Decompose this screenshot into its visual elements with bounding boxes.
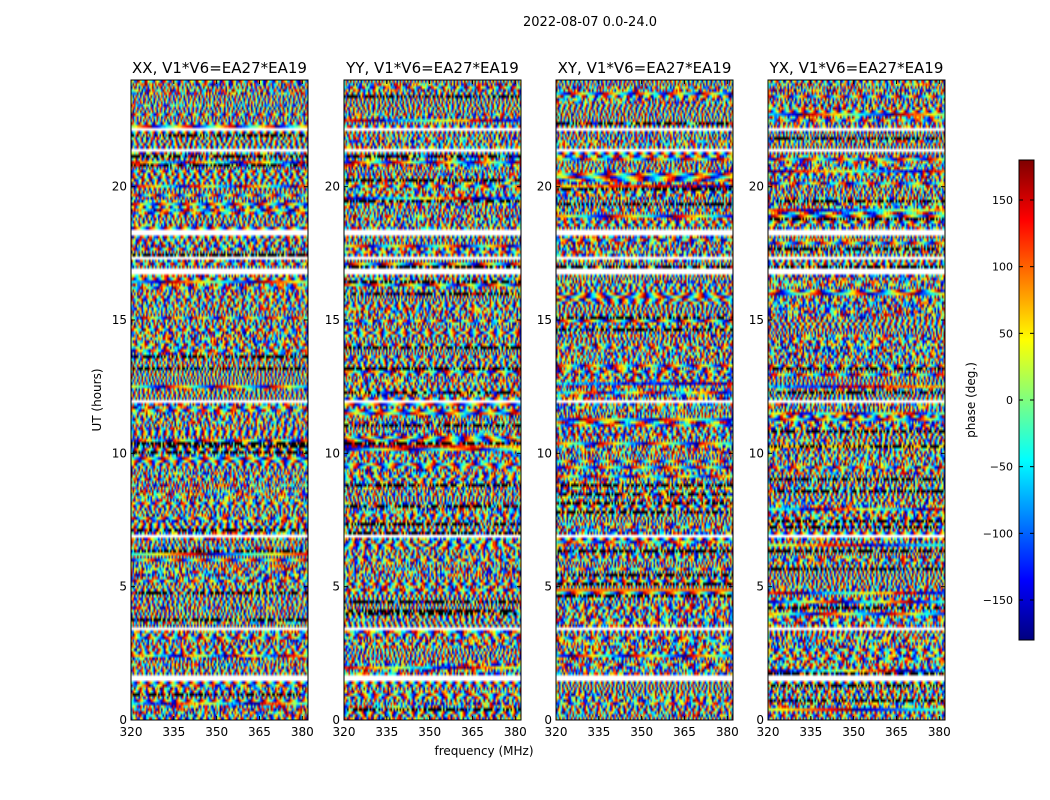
colorbar-tick-label: −100 [983,527,1013,540]
y-tick-label: 0 [544,713,552,727]
phase-heatmap-xx [131,80,308,720]
y-tick-label: 15 [325,313,340,327]
y-tick-label: 20 [325,180,340,194]
panel-title: XX, V1*V6=EA27*EA19 [132,59,307,77]
colorbar-tick-label: −50 [990,461,1013,474]
y-tick-label: 15 [112,313,127,327]
x-tick-label: 350 [842,725,865,739]
x-tick-label: 350 [205,725,228,739]
x-tick-label: 335 [375,725,398,739]
y-tick-label: 10 [112,446,127,460]
y-tick-label: 5 [332,580,340,594]
y-tick-label: 20 [112,180,127,194]
x-tick-label: 365 [248,725,271,739]
colorbar: −150 −100 −50 0 50 100 150 [983,159,1035,641]
panels-group: XX, V1*V6=EA27*EA19 320 335 350 365 380 0 5 10 15… [112,59,951,739]
phase-heatmap-yx [768,80,945,720]
panel-title: YX, V1*V6=EA27*EA19 [769,59,944,77]
panel-yx: YX, V1*V6=EA27*EA19 320 335 350 365 380 0 5 10 15… [749,59,951,739]
colorbar-tick-label: 150 [992,194,1013,207]
colorbar-tick-label: 100 [992,261,1013,274]
x-tick-label: 320 [333,725,356,739]
y-tick-label: 5 [756,580,764,594]
y-tick-label: 10 [537,446,552,460]
x-tick-label: 350 [630,725,653,739]
y-axis-label: UT (hours) [90,368,104,431]
panel-frame [767,79,946,721]
y-tick-label: 10 [749,446,764,460]
y-tick-label: 0 [119,713,127,727]
colorbar-label: phase (deg.) [964,362,978,438]
panel-xy: XY, V1*V6=EA27*EA19 320 335 350 365 380 0 5 10 15… [537,59,739,739]
x-tick-label: 365 [673,725,696,739]
x-tick-label: 380 [716,725,739,739]
x-tick-label: 380 [504,725,527,739]
x-tick-label: 365 [461,725,484,739]
x-tick-label: 365 [885,725,908,739]
x-tick-label: 350 [418,725,441,739]
panel-yy: YY, V1*V6=EA27*EA19 320 335 350 365 380 0 5 10 15… [325,59,527,739]
panel-title: XY, V1*V6=EA27*EA19 [558,59,732,77]
x-tick-label: 320 [545,725,568,739]
y-tick-label: 10 [325,446,340,460]
x-tick-label: 320 [120,725,143,739]
panel-frame [343,79,522,721]
x-tick-label: 335 [587,725,610,739]
y-tick-label: 5 [119,580,127,594]
y-tick-label: 20 [749,180,764,194]
x-tick-label: 380 [928,725,951,739]
y-tick-label: 20 [537,180,552,194]
x-tick-label: 335 [162,725,185,739]
figure-title: 2022-08-07 0.0-24.0 [523,15,657,30]
y-tick-label: 0 [756,713,764,727]
panel-title: YY, V1*V6=EA27*EA19 [345,59,519,77]
colorbar-tick-label: 0 [1006,394,1013,407]
colorbar-tick-label: −150 [983,594,1013,607]
x-tick-label: 380 [291,725,314,739]
panel-xx: XX, V1*V6=EA27*EA19 320 335 350 365 380 0 5 10 15… [112,59,314,739]
y-tick-label: 15 [537,313,552,327]
y-tick-label: 0 [332,713,340,727]
phase-heatmap-xy [556,80,733,720]
y-tick-label: 5 [544,580,552,594]
phase-heatmap-yy [344,80,521,720]
panel-frame [555,79,734,721]
x-tick-label: 335 [799,725,822,739]
x-axis-label: frequency (MHz) [434,744,533,758]
panel-frame [130,79,309,721]
y-tick-label: 15 [749,313,764,327]
x-tick-label: 320 [757,725,780,739]
colorbar-tick-label: 50 [999,327,1013,340]
